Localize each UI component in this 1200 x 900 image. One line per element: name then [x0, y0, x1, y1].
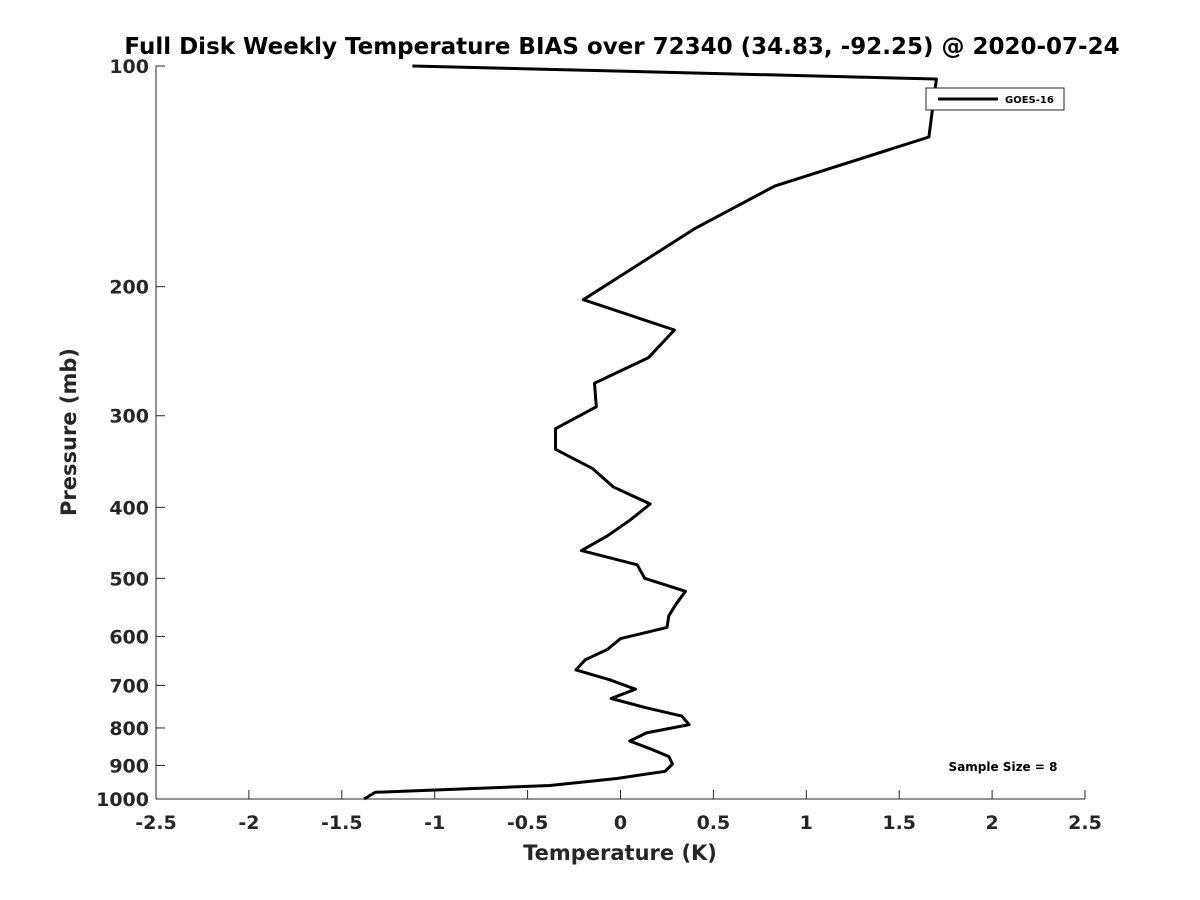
x-tick-label: 1.5: [882, 812, 916, 834]
x-tick-label: -2: [238, 812, 259, 834]
chart-title: Full Disk Weekly Temperature BIAS over 7…: [124, 34, 1119, 60]
x-tick-label: -1.5: [321, 812, 363, 834]
y-tick-label: 300: [109, 406, 149, 428]
x-tick-label: -2.5: [135, 812, 177, 834]
y-tick-label: 200: [109, 277, 149, 299]
y-tick-label: 900: [109, 755, 149, 777]
x-tick-label: 2.5: [1068, 812, 1102, 834]
y-axis-label: Pressure (mb): [57, 348, 81, 516]
series-line-goes-16: [363, 64, 938, 801]
y-tick-label: 400: [109, 497, 149, 519]
y-tick-label: 500: [109, 568, 149, 590]
x-axis-label: Temperature (K): [523, 841, 717, 865]
x-axis-ticks: -2.5 -2 -1.5 -1 -0.5 0 0.5 1 1.5 2 2.5: [135, 790, 1102, 834]
x-tick-label: -0.5: [507, 812, 549, 834]
x-tick-label: 0.5: [697, 812, 731, 834]
y-tick-label: 700: [109, 675, 149, 697]
x-tick-label: 1: [800, 812, 813, 834]
legend: GOES-16: [925, 87, 1065, 111]
y-axis-ticks: 100 200 300 400 500 600 700 800 900 1000: [96, 56, 165, 811]
y-tick-label: 100: [109, 56, 149, 78]
legend-entry-goes-16: GOES-16: [1005, 95, 1054, 106]
y-tick-label: 600: [109, 626, 149, 648]
y-tick-label: 1000: [96, 789, 149, 811]
sample-size-annotation: Sample Size = 8: [949, 760, 1058, 774]
x-tick-label: -1: [424, 812, 445, 834]
x-tick-label: 0: [614, 812, 627, 834]
y-tick-label: 800: [109, 718, 149, 740]
x-tick-label: 2: [985, 812, 998, 834]
